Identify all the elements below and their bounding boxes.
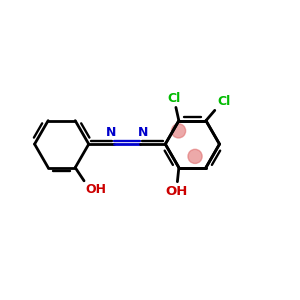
Circle shape xyxy=(188,149,202,164)
Text: OH: OH xyxy=(85,183,106,196)
Text: OH: OH xyxy=(166,184,188,198)
Text: Cl: Cl xyxy=(217,95,230,108)
Text: N: N xyxy=(138,126,148,140)
Text: N: N xyxy=(106,126,116,140)
Text: Cl: Cl xyxy=(168,92,181,105)
Circle shape xyxy=(172,124,186,138)
